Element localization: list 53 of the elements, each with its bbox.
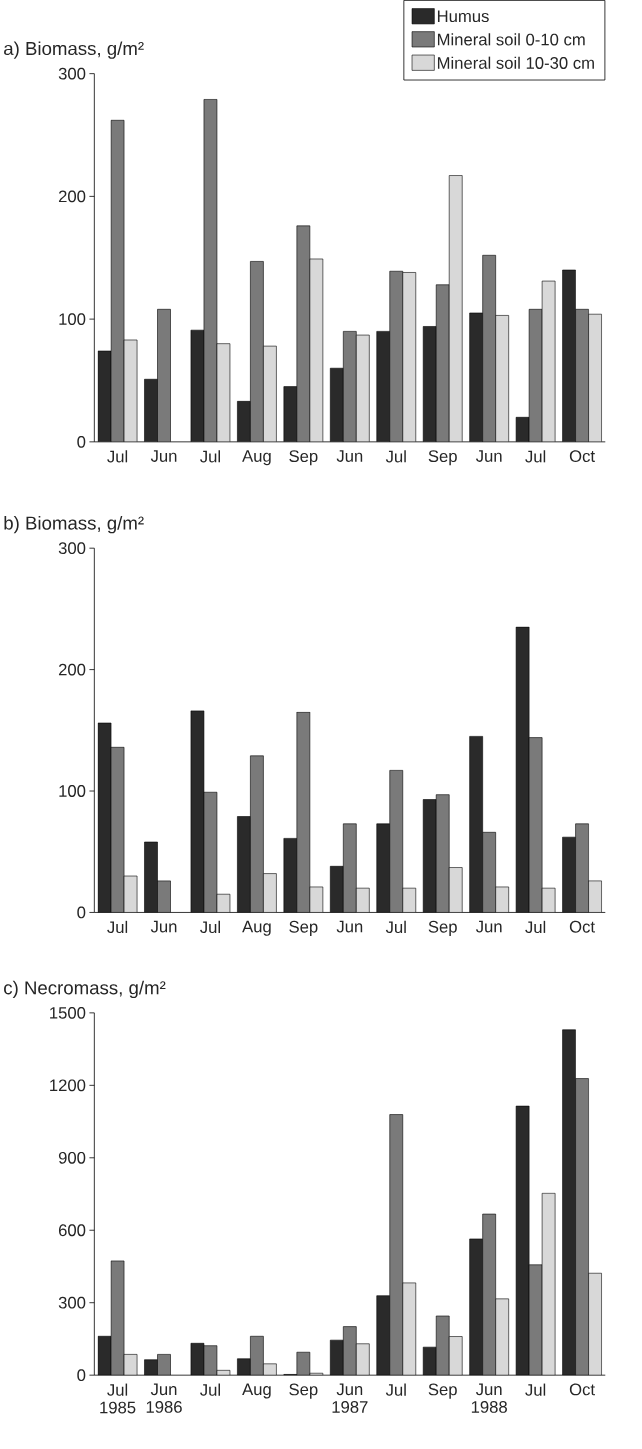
legend-label: Mineral soil 10-30 cm bbox=[437, 56, 594, 69]
x-tick-label: Jun bbox=[150, 920, 177, 933]
y-tick-label: 200 bbox=[58, 190, 86, 203]
y-tick-label: 0 bbox=[77, 1369, 86, 1382]
y-tick-label: 100 bbox=[59, 785, 86, 797]
x-tick-label: Jun 1988 bbox=[471, 1383, 507, 1413]
x-tick-label: Jul bbox=[107, 920, 127, 934]
x-tick-label: Sep bbox=[289, 920, 318, 936]
x-tick-label: Jun bbox=[475, 920, 502, 933]
x-tick-label: Jul 1985 bbox=[100, 1383, 136, 1414]
x-tick-label: Jul bbox=[385, 1383, 406, 1396]
x-tick-label: Oct bbox=[569, 1383, 595, 1396]
x-tick-label: Jul bbox=[199, 1383, 220, 1396]
y-tick-label: 900 bbox=[58, 1151, 86, 1164]
chart-title: c) Necromass, g/m² bbox=[3, 980, 166, 999]
y-tick-label: 1500 bbox=[49, 1006, 86, 1019]
y-tick-label: 200 bbox=[58, 663, 86, 676]
x-tick-label: Sep bbox=[428, 920, 457, 936]
x-tick-label: Jun bbox=[475, 450, 502, 462]
y-tick-label: 300 bbox=[58, 67, 86, 80]
x-tick-label: Sep bbox=[289, 1383, 318, 1399]
x-tick-label: Jul bbox=[525, 920, 546, 934]
x-tick-label: Aug bbox=[241, 920, 271, 936]
y-tick-label: 300 bbox=[58, 1296, 86, 1309]
x-tick-label: Jul bbox=[385, 450, 406, 463]
x-tick-label: Jul bbox=[199, 920, 220, 934]
x-tick-label: Oct bbox=[569, 920, 595, 933]
y-tick-label: 100 bbox=[59, 313, 86, 326]
chart-title: a) Biomass, g/m² bbox=[3, 41, 144, 59]
y-tick-label: 600 bbox=[58, 1224, 86, 1237]
y-tick-label: 1200 bbox=[49, 1079, 86, 1092]
x-tick-label: Jul bbox=[525, 1383, 546, 1396]
x-tick-label: Aug bbox=[241, 1383, 271, 1399]
legend-label: Humus bbox=[437, 10, 489, 23]
x-tick-label: Jun bbox=[336, 920, 363, 933]
y-tick-label: 0 bbox=[77, 435, 86, 448]
x-tick-label: Jun bbox=[150, 450, 177, 462]
x-tick-label: Aug bbox=[241, 450, 271, 466]
x-tick-label: Jun 1986 bbox=[146, 1383, 182, 1413]
x-tick-label: Jun bbox=[336, 450, 363, 462]
y-tick-label: 0 bbox=[77, 906, 86, 919]
x-tick-label: Sep bbox=[428, 1383, 457, 1399]
x-tick-label: Sep bbox=[428, 450, 457, 466]
chart-title: b) Biomass, g/m² bbox=[4, 515, 144, 534]
x-tick-label: Jul bbox=[525, 450, 546, 463]
x-tick-label: Sep bbox=[289, 450, 318, 466]
x-tick-label: Oct bbox=[569, 450, 595, 463]
y-tick-label: 300 bbox=[58, 542, 86, 555]
legend-label: Mineral soil 0-10 cm bbox=[437, 33, 585, 46]
x-tick-label: Jul bbox=[107, 450, 127, 463]
x-tick-label: Jun 1987 bbox=[332, 1383, 368, 1413]
x-tick-label: Jul bbox=[385, 920, 406, 934]
x-tick-label: Jul bbox=[199, 450, 220, 463]
